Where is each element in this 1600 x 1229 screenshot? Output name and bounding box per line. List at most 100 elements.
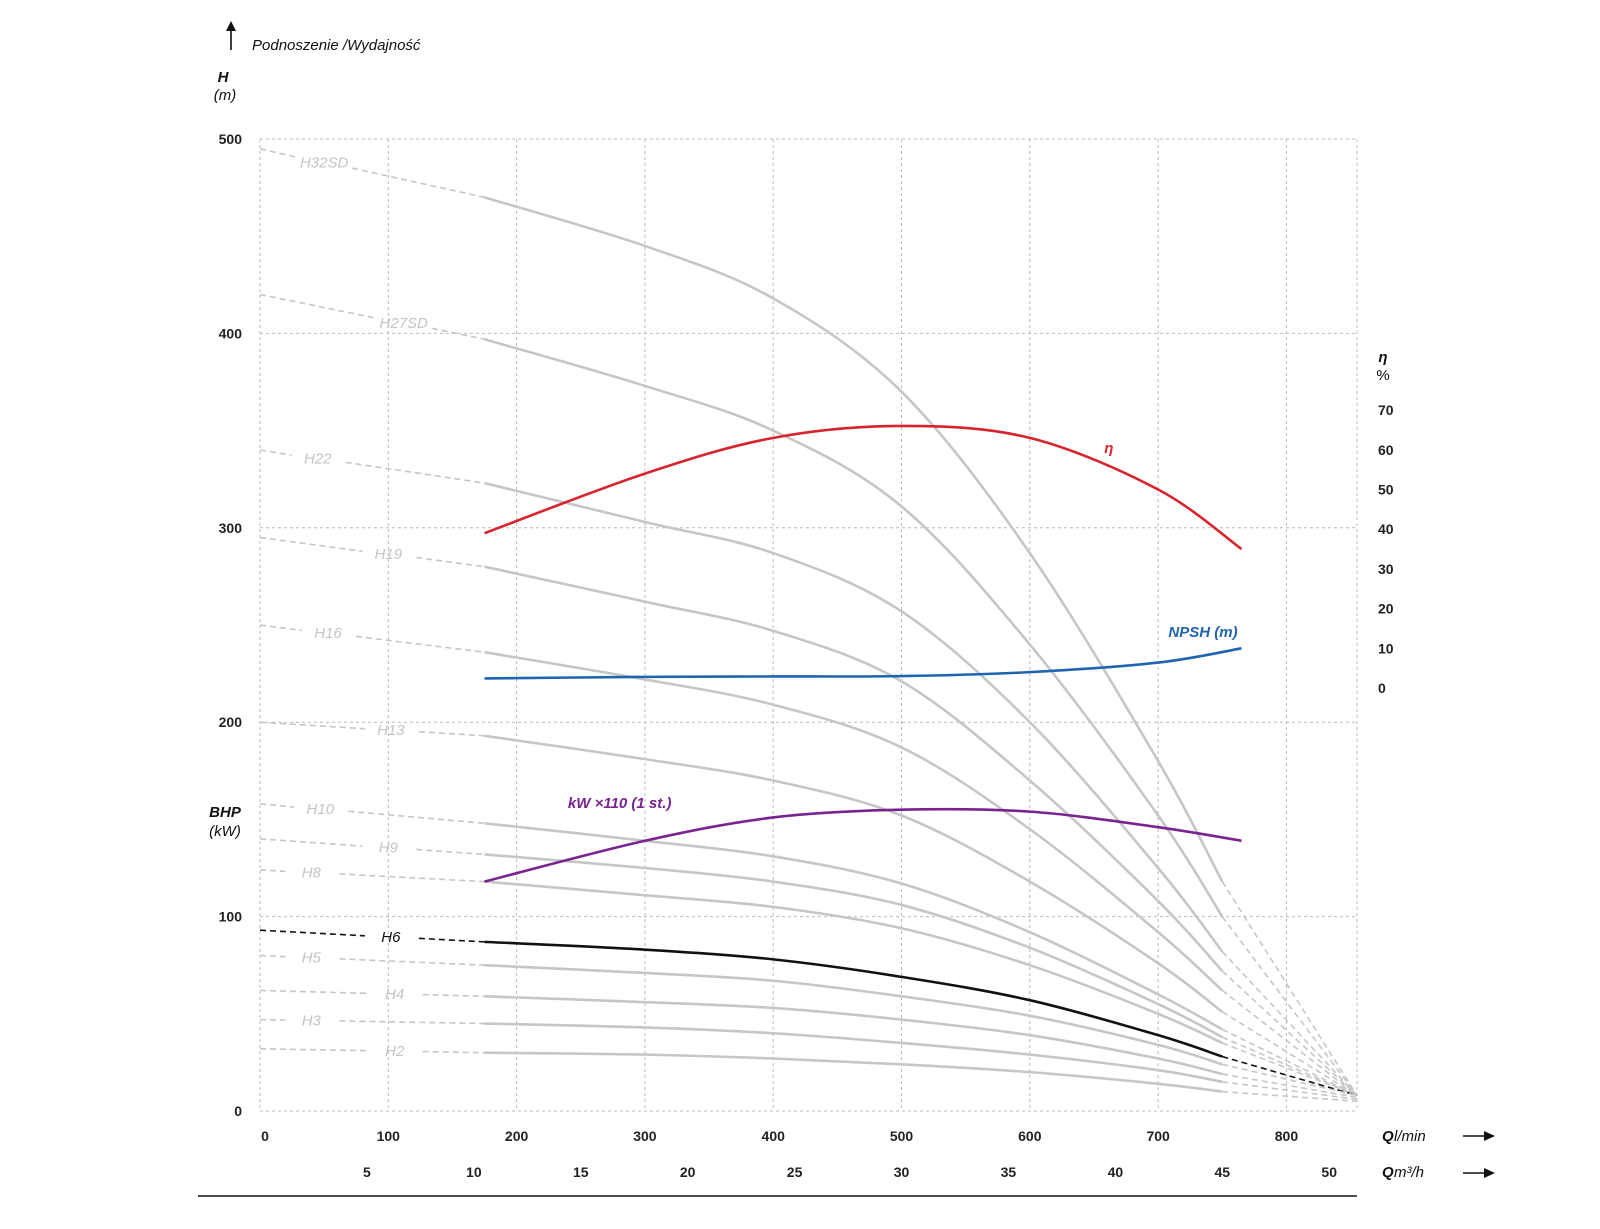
head-curve-extension — [1221, 970, 1358, 1097]
head-curve-dash — [259, 449, 292, 456]
head-curve-extension — [1221, 1028, 1358, 1097]
x-tick-label-lmin: 700 — [1146, 1128, 1170, 1144]
x-tick-label-m3h: 50 — [1321, 1164, 1337, 1180]
x-tick-label-lmin: 400 — [762, 1128, 786, 1144]
eff-tick-label: 30 — [1378, 561, 1394, 577]
eff-tick-label: 50 — [1378, 482, 1394, 498]
head-curve-extension — [1221, 1036, 1358, 1097]
head-curve-label: H5 — [302, 950, 322, 967]
head-curve-label: H19 — [375, 546, 403, 563]
head-curve-extension — [1222, 1063, 1358, 1097]
head-curve-extension — [1221, 989, 1358, 1097]
head-curve-dash — [259, 147, 299, 159]
x-axis-q-label: Q — [1382, 1128, 1394, 1145]
head-curve-extension — [1221, 881, 1358, 1096]
head-curve-extension — [1221, 951, 1358, 1096]
head-curve-label: H32SD — [300, 155, 349, 172]
head-curve-h3 — [484, 1022, 1223, 1084]
y-tick-label: 500 — [219, 131, 243, 147]
power-label: kW ×110 (1 st.) — [568, 795, 672, 812]
eff-tick-label: 70 — [1378, 402, 1394, 418]
head-curves: H32SD H27SD H22 H19 H16 H13 H10 H9 H8 H6 H5 H4 H3 H2 — [259, 147, 1358, 1103]
eff-tick-label: 40 — [1378, 521, 1394, 537]
y-tick-label: 300 — [219, 520, 243, 536]
head-curve-dash — [345, 461, 485, 484]
head-curve-h32sd — [484, 196, 1224, 883]
efficiency-label: η — [1104, 440, 1113, 457]
head-curve-dash — [355, 635, 485, 654]
x-tick-label-m3h: 30 — [894, 1164, 910, 1180]
head-curve-dash — [259, 293, 378, 320]
eff-tick-label: 20 — [1378, 601, 1394, 617]
head-curve-dash — [416, 556, 485, 568]
head-curve-dash — [259, 536, 363, 552]
x-tick-label-lmin: 300 — [633, 1128, 657, 1144]
x-tick-label-lmin: 500 — [890, 1128, 914, 1144]
right-arrow-icon — [1463, 1131, 1495, 1141]
head-curve-label: H6 — [381, 929, 401, 946]
head-curve-dash — [259, 803, 295, 808]
head-curve-dash — [418, 937, 485, 943]
x-tick-label-lmin: 800 — [1275, 1128, 1299, 1144]
head-curve-dash — [348, 810, 485, 825]
head-curve-dash — [339, 1020, 485, 1025]
npsh-label: NPSH (m) — [1168, 624, 1237, 641]
head-curve-label: H27SD — [380, 315, 429, 332]
head-curve-extension — [1221, 1042, 1358, 1097]
head-curve-h10 — [484, 821, 1223, 1031]
efficiency-curve — [484, 424, 1243, 551]
head-curve-dash — [418, 730, 485, 737]
head-curve-h6 — [484, 940, 1223, 1058]
head-curve-dash — [259, 989, 369, 995]
head-curve-dash — [422, 1050, 485, 1054]
head-curve-dash — [422, 993, 485, 998]
bhp-axis-unit: (kW) — [209, 823, 241, 840]
x-tick-label-m3h: 20 — [680, 1164, 696, 1180]
x-tick-label-m3h: 10 — [466, 1164, 482, 1180]
head-curve-h16 — [484, 650, 1224, 992]
eff-axis-unit: % — [1376, 367, 1389, 384]
head-curve-dash — [416, 848, 485, 856]
head-curve-extension — [1222, 1073, 1358, 1099]
head-curve-label: H16 — [314, 625, 342, 642]
head-curve-h27sd — [484, 337, 1224, 918]
x-tick-label-m3h: 15 — [573, 1164, 589, 1180]
x-tick-label-m3h: 5 — [363, 1164, 371, 1180]
y-tick-label: 200 — [219, 714, 243, 730]
head-curve-extension — [1221, 916, 1358, 1096]
head-curve-h2 — [484, 1051, 1223, 1093]
head-curve-label: H10 — [307, 801, 335, 818]
x-axis-m3h-unit: m³/h — [1394, 1164, 1424, 1181]
head-curve-dash — [259, 1047, 369, 1052]
head-curve-h22 — [484, 481, 1224, 953]
y-axis-label: H — [218, 69, 230, 86]
head-curve-dash — [259, 721, 365, 730]
head-curve-label: H2 — [385, 1043, 405, 1060]
y-axis-unit: (m) — [214, 87, 237, 104]
x-axis-lmin-unit: l/min — [1394, 1128, 1426, 1145]
x-tick-label-m3h: 45 — [1214, 1164, 1230, 1180]
head-curve-h5 — [484, 963, 1223, 1066]
x-tick-label-lmin: 100 — [377, 1128, 401, 1144]
head-curve-dash — [339, 958, 485, 966]
eff-tick-label: 0 — [1378, 680, 1386, 696]
head-curve-extension — [1222, 1055, 1358, 1097]
bhp-axis-label: BHP — [209, 804, 242, 821]
eff-axis-label: η — [1378, 349, 1387, 366]
head-curve-h8 — [484, 880, 1223, 1045]
x-tick-label-lmin: 600 — [1018, 1128, 1042, 1144]
eff-tick-label: 10 — [1378, 640, 1394, 656]
head-curve-label: H8 — [302, 865, 322, 882]
head-curve-label: H4 — [385, 986, 404, 1003]
x-tick-label-m3h: 40 — [1108, 1164, 1124, 1180]
eff-tick-label: 60 — [1378, 442, 1394, 458]
up-arrow-icon — [226, 21, 236, 50]
power-curve — [484, 807, 1242, 883]
head-curve-label: H3 — [302, 1013, 322, 1030]
y-tick-label: 100 — [219, 909, 243, 925]
y-tick-label: 0 — [234, 1103, 242, 1119]
x-axis-q-label-2: Q — [1382, 1164, 1394, 1181]
npsh-curve — [484, 647, 1242, 680]
head-curve-h13 — [484, 734, 1224, 1013]
head-curve-dash — [259, 624, 303, 632]
